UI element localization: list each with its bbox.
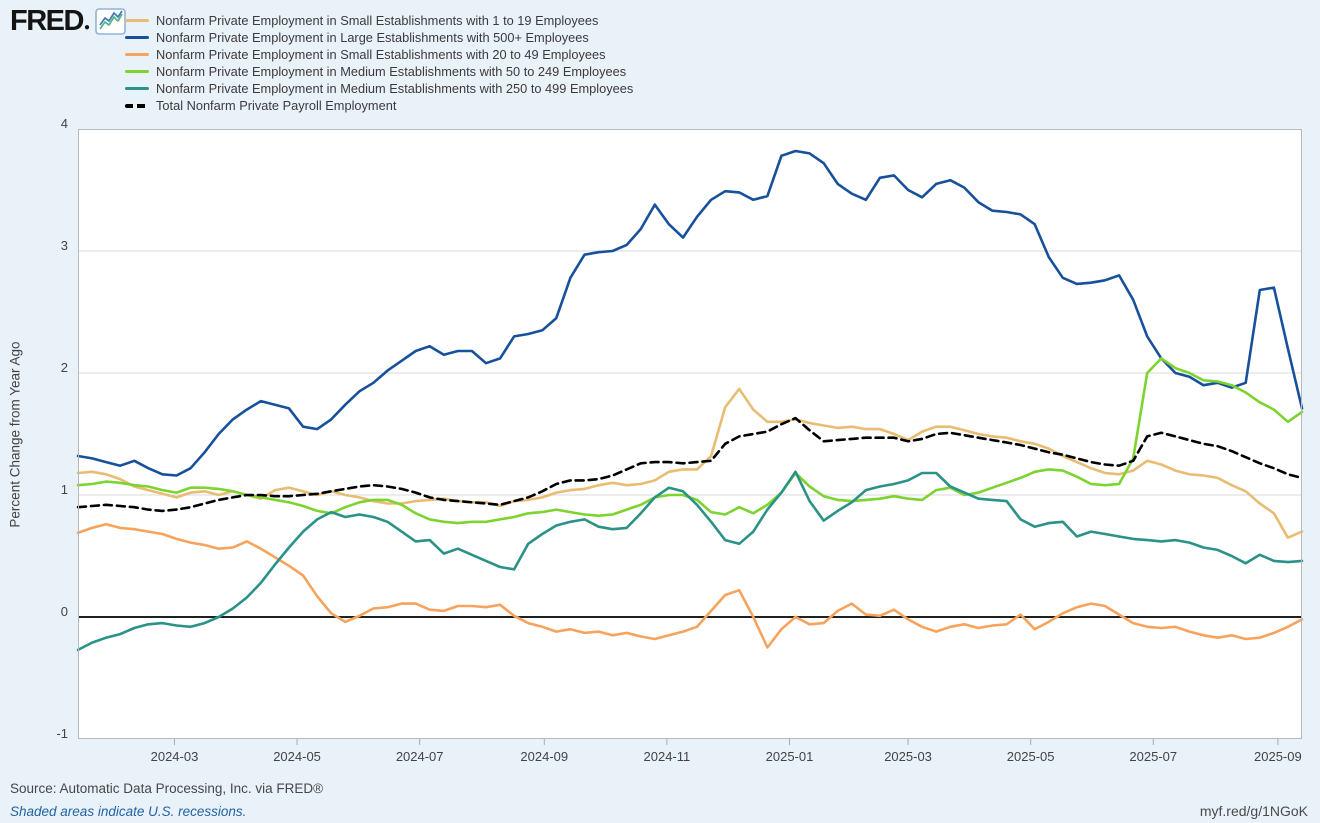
legend-swatch-icon	[125, 70, 149, 73]
x-tick-label: 2025-07	[1129, 749, 1178, 764]
x-tick-label: 2024-07	[395, 749, 444, 764]
x-tick-label: 2024-05	[273, 749, 321, 764]
recessions-note-link[interactable]: Shaded areas indicate U.S. recessions.	[10, 804, 247, 819]
fred-logo-registered-dot: ●	[83, 22, 90, 33]
legend-item-0: Nonfarm Private Employment in Small Esta…	[125, 12, 633, 29]
x-tick-label: 2025-05	[1006, 749, 1055, 764]
legend-series-label[interactable]: Nonfarm Private Employment in Large Esta…	[156, 30, 589, 45]
series-line-1	[76, 149, 1304, 477]
x-tick-label: 2025-01	[765, 749, 814, 764]
fred-logo[interactable]: FRED ●	[10, 6, 126, 40]
y-tick-label: 2	[60, 360, 68, 375]
gridlines	[78, 250, 1302, 496]
y-tick-label: 1	[60, 482, 68, 497]
legend-swatch-icon	[125, 103, 149, 108]
series-line-2	[76, 522, 1304, 649]
series-line-0	[76, 387, 1304, 540]
legend-series-label[interactable]: Nonfarm Private Employment in Small Esta…	[156, 47, 606, 62]
y-tick-label: 0	[60, 604, 68, 619]
legend-swatch-icon	[125, 87, 149, 90]
legend-series-label[interactable]: Nonfarm Private Employment in Small Esta…	[156, 13, 599, 28]
y-tick-label: 4	[60, 116, 68, 131]
x-tick-label: 2024-09	[520, 749, 569, 764]
legend-series-label[interactable]: Nonfarm Private Employment in Medium Est…	[156, 64, 627, 79]
plot-area[interactable]	[78, 129, 1302, 739]
legend-item-2: Nonfarm Private Employment in Small Esta…	[125, 46, 633, 63]
legend-item-1: Nonfarm Private Employment in Large Esta…	[125, 29, 633, 46]
x-tick-label: 2025-09	[1254, 749, 1302, 764]
series-line-5	[76, 416, 1304, 513]
series-line-4	[76, 470, 1304, 652]
y-tick-label: -1	[56, 726, 68, 741]
legend-series-label[interactable]: Total Nonfarm Private Payroll Employment	[156, 98, 397, 113]
legend-item-5: Total Nonfarm Private Payroll Employment	[125, 97, 633, 114]
x-tick-label: 2025-03	[884, 749, 932, 764]
legend-series-label[interactable]: Nonfarm Private Employment in Medium Est…	[156, 81, 634, 96]
x-tick-label: 2024-11	[643, 749, 691, 764]
source-text: Source: Automatic Data Processing, Inc. …	[10, 781, 324, 796]
data-series	[76, 149, 1304, 652]
x-tick-label: 2024-03	[150, 749, 199, 764]
legend-item-4: Nonfarm Private Employment in Medium Est…	[125, 80, 633, 97]
x-tick-marks	[173, 739, 1279, 745]
fred-logo-text: FRED	[10, 5, 84, 37]
legend-swatch-icon	[125, 36, 149, 39]
legend-swatch-icon	[125, 19, 149, 22]
plot-border	[78, 129, 1302, 739]
y-tick-label: 3	[60, 238, 68, 253]
permalink-text[interactable]: myf.red/g/1NGoK	[1199, 803, 1308, 819]
legend-swatch-icon	[125, 53, 149, 56]
legend: Nonfarm Private Employment in Small Esta…	[125, 12, 633, 114]
legend-item-3: Nonfarm Private Employment in Medium Est…	[125, 63, 633, 80]
